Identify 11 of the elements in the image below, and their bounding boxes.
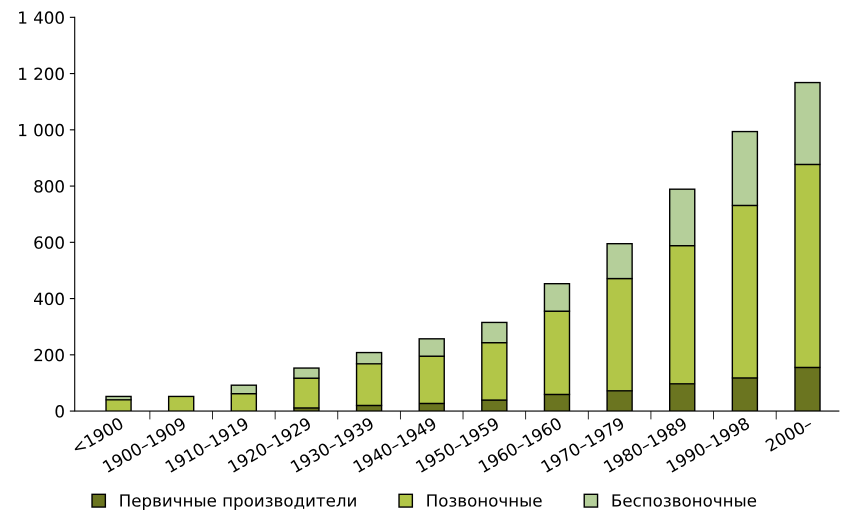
- y-tick-label: 800: [34, 180, 64, 193]
- y-tick-label: 200: [34, 348, 64, 362]
- y-tick-label: 1 400: [19, 11, 64, 24]
- legend-label: Первичные производители: [120, 494, 356, 510]
- legend-label: Позвоночные: [427, 494, 542, 507]
- y-tick-label: 600: [34, 236, 64, 249]
- y-tick-label: 1 200: [19, 68, 64, 80]
- legend-label: Беспозвоночные: [612, 494, 756, 507]
- y-tick-label: 1 000: [19, 124, 64, 136]
- y-tick-label: 400: [34, 292, 64, 306]
- y-tick-label: 0: [55, 405, 64, 418]
